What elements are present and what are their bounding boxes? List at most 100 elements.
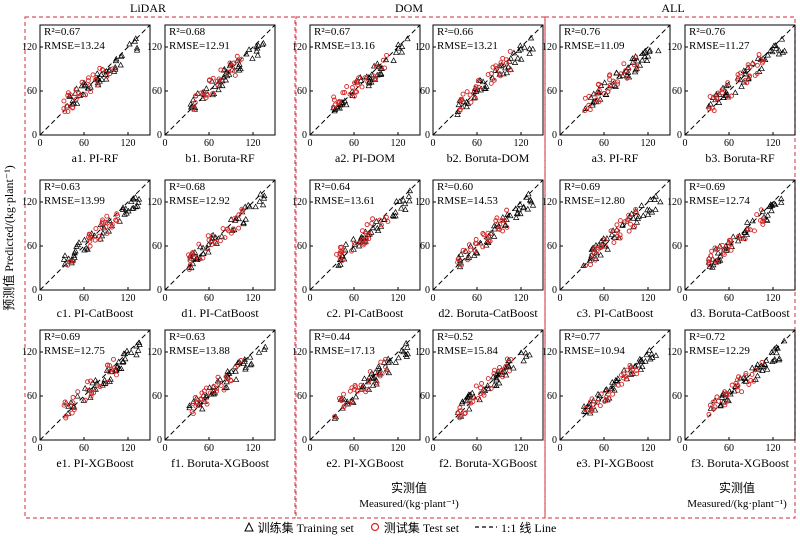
test-point: [85, 78, 91, 84]
train-point: [223, 378, 230, 385]
test-point: [63, 413, 69, 419]
train-point: [503, 69, 511, 76]
x-axis-label-cn-dom: 实测值: [391, 480, 427, 495]
train-point: [644, 52, 652, 59]
train-point: [591, 98, 598, 105]
test-point: [204, 91, 210, 97]
test-point: [488, 385, 494, 391]
test-point: [367, 369, 373, 375]
train-point: [742, 67, 749, 74]
test-point: [462, 411, 468, 417]
train-point: [84, 245, 91, 252]
y-tick-label: 0: [302, 130, 307, 141]
test-point: [359, 84, 365, 90]
test-point: [340, 248, 346, 254]
train-point: [507, 55, 515, 61]
test-point: [467, 92, 473, 98]
test-point: [85, 379, 90, 385]
test-point: [363, 240, 369, 246]
test-point: [107, 363, 113, 369]
group-title-all: ALL: [661, 1, 684, 15]
test-point: [366, 231, 372, 237]
test-point: [615, 382, 621, 388]
test-point: [593, 97, 599, 103]
test-point: [378, 359, 384, 365]
train-point: [98, 76, 106, 82]
train-point: [259, 201, 267, 208]
test-point: [215, 374, 221, 380]
y-tick-label: 60: [297, 391, 307, 402]
panel-caption: a2. PI-DOM: [335, 151, 395, 165]
test-point: [198, 90, 204, 96]
test-point: [597, 403, 603, 409]
train-point: [759, 367, 766, 374]
test-point: [503, 57, 509, 63]
train-point: [504, 211, 511, 217]
y-tick-label: 60: [672, 241, 682, 252]
panel-caption: c2. PI-CatBoost: [327, 306, 404, 320]
test-point: [69, 410, 75, 416]
test-point: [480, 244, 486, 250]
train-point: [510, 364, 517, 371]
train-point: [199, 405, 206, 412]
test-point: [607, 77, 613, 83]
train-point: [115, 358, 122, 365]
test-point: [344, 84, 350, 89]
train-point: [81, 236, 88, 243]
test-point: [621, 61, 627, 67]
rmse-label: RMSE=17.13: [314, 345, 375, 357]
rmse-label: RMSE=13.21: [437, 40, 498, 52]
test-point: [493, 63, 499, 69]
train-point: [228, 368, 235, 374]
train-point: [749, 217, 756, 224]
y-tick-label: 0: [157, 285, 162, 296]
y-tick-label: 60: [27, 391, 37, 402]
test-point: [218, 67, 224, 73]
train-point: [398, 43, 406, 49]
train-point: [403, 353, 411, 359]
train-point: [129, 205, 136, 211]
train-point: [131, 37, 139, 44]
test-point: [597, 244, 603, 250]
x-tick-label: 0: [558, 138, 563, 149]
test-point: [725, 244, 731, 250]
train-point: [221, 65, 228, 72]
scatter-panel: 00 60 60 120 120 R²=0.77 RMSE=10.94 e3. PI-XGBo…: [542, 329, 671, 470]
test-point: [342, 90, 347, 95]
train-point: [126, 40, 133, 47]
one-to-one-line: [39, 24, 151, 136]
panel-caption: d3. Boruta-CatBoost: [690, 306, 790, 320]
test-point: [187, 262, 193, 268]
train-point: [646, 48, 653, 54]
x-tick-label: 60: [79, 293, 89, 304]
x-tick-label: 120: [514, 138, 529, 149]
test-point: [336, 99, 342, 105]
test-point: [610, 391, 616, 397]
y-tick-label: 60: [152, 391, 162, 402]
test-point: [488, 80, 494, 86]
train-point: [500, 70, 507, 77]
test-point: [365, 79, 371, 85]
test-point: [88, 393, 94, 399]
train-point: [135, 339, 143, 346]
train-point: [529, 201, 537, 208]
train-point: [768, 349, 775, 355]
train-point: [643, 351, 650, 358]
y-tick-label: 120: [415, 197, 430, 208]
test-point: [358, 382, 364, 388]
test-point: [607, 82, 613, 88]
test-point: [104, 73, 110, 79]
test-point: [341, 391, 346, 397]
test-point: [725, 80, 731, 86]
test-point: [193, 399, 199, 405]
test-point: [743, 371, 749, 376]
test-point: [491, 371, 497, 377]
test-point: [706, 259, 712, 265]
test-point: [738, 70, 743, 76]
train-point: [742, 375, 749, 382]
y-tick-label: 0: [157, 435, 162, 446]
train-point: [514, 209, 521, 216]
plot-area: [432, 329, 544, 441]
test-point: [209, 241, 215, 247]
test-point: [90, 72, 96, 78]
